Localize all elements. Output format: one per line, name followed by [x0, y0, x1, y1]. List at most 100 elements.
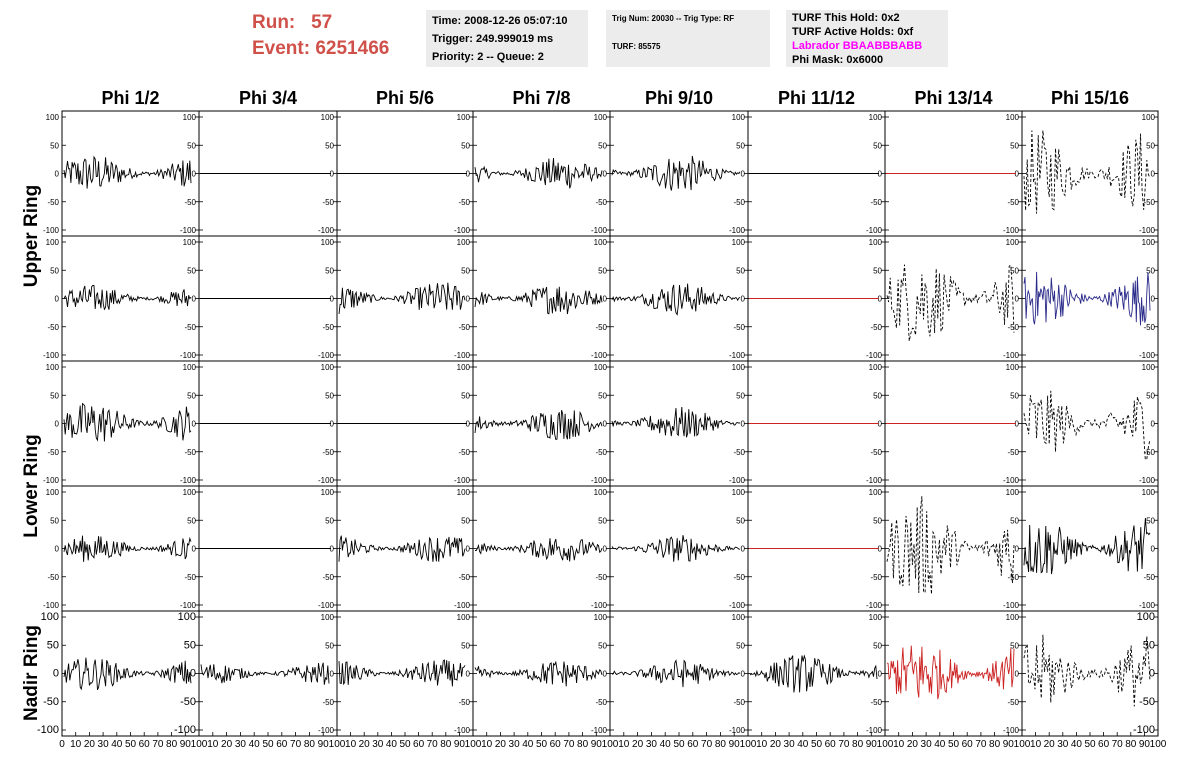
y-tick-label: 50 — [1146, 266, 1155, 275]
y-tick-label: 50 — [873, 141, 882, 150]
y-tick-label: 100 — [732, 613, 746, 622]
y-tick-label: 50 — [736, 391, 745, 400]
x-tick-label: 30 — [1057, 739, 1069, 750]
y-tick-label: 50 — [1143, 639, 1155, 651]
y-tick-label: -50 — [595, 573, 607, 582]
y-tick-label: 50 — [736, 141, 745, 150]
y-tick-label: 50 — [325, 391, 334, 400]
x-tick-label: 40 — [522, 739, 534, 750]
y-tick-label: 100 — [321, 613, 335, 622]
y-tick-label: 50 — [184, 639, 196, 651]
y-tick-label: -50 — [180, 696, 196, 708]
x-tick-label: 50 — [399, 739, 411, 750]
y-tick-label: 100 — [41, 611, 59, 623]
y-tick-label: -50 — [184, 448, 196, 457]
y-tick-label: -50 — [733, 323, 745, 332]
y-tick-label: 0 — [192, 545, 197, 554]
y-tick-label: 50 — [736, 266, 745, 275]
y-tick-label: 100 — [183, 238, 197, 247]
y-tick-label: 50 — [325, 641, 334, 650]
y-tick-label: -100 — [729, 226, 746, 235]
y-tick-label: 50 — [873, 391, 882, 400]
y-tick-label: 0 — [466, 295, 471, 304]
y-tick-label: -100 — [591, 351, 608, 360]
time-info-box: Time: 2008-12-26 05:07:10 Trigger: 249.9… — [426, 10, 588, 67]
y-tick-label: 50 — [187, 391, 196, 400]
waveform-trace — [1023, 634, 1151, 707]
y-tick-label: -50 — [1143, 323, 1155, 332]
y-tick-label: 0 — [55, 545, 60, 554]
y-tick-label: -50 — [322, 448, 334, 457]
x-tick-label: 70 — [152, 739, 164, 750]
y-tick-label: 50 — [325, 141, 334, 150]
y-tick-label: 0 — [741, 670, 746, 679]
y-tick-label: -100 — [1003, 476, 1020, 485]
x-tick-label: 80 — [166, 739, 178, 750]
y-tick-label: 100 — [46, 363, 60, 372]
x-tick-label: 60 — [413, 739, 425, 750]
row-group-label: Nadir Ring — [21, 625, 42, 721]
y-tick-label: 50 — [1010, 141, 1019, 150]
waveform-trace — [474, 286, 603, 315]
y-tick-label: 100 — [183, 488, 197, 497]
column-header: Phi 13/14 — [914, 88, 992, 108]
y-tick-label: -100 — [591, 226, 608, 235]
y-tick-label: 100 — [732, 238, 746, 247]
column-header: Phi 15/16 — [1051, 88, 1129, 108]
x-tick-label: 70 — [290, 739, 302, 750]
y-tick-label: -50 — [1007, 573, 1019, 582]
y-tick-label: 0 — [1151, 170, 1156, 179]
y-tick-label: -100 — [1133, 724, 1155, 736]
column-header: Phi 5/6 — [376, 88, 434, 108]
x-tick-label: 30 — [509, 739, 521, 750]
y-tick-label: 100 — [457, 363, 471, 372]
y-tick-label: -100 — [866, 351, 883, 360]
y-tick-label: 0 — [878, 545, 883, 554]
panel-frame — [61, 610, 200, 737]
x-tick-label: 20 — [907, 739, 919, 750]
y-tick-label: 100 — [46, 113, 60, 122]
waveform-trace — [1023, 390, 1151, 461]
x-tick-label: 30 — [235, 739, 247, 750]
x-tick-label: 20 — [221, 739, 233, 750]
y-tick-label: 50 — [325, 266, 334, 275]
y-tick-label: 50 — [461, 641, 470, 650]
event-label: Event: — [252, 38, 311, 59]
y-tick-label: 50 — [461, 516, 470, 525]
y-tick-label: 100 — [183, 113, 197, 122]
y-tick-label: 0 — [1151, 295, 1156, 304]
x-tick-label: 80 — [1125, 739, 1137, 750]
waveform-trace — [338, 282, 466, 314]
y-tick-label: 0 — [55, 170, 60, 179]
y-tick-label: 50 — [598, 266, 607, 275]
y-tick-label: -100 — [43, 351, 60, 360]
y-tick-label: 100 — [1137, 611, 1155, 623]
y-tick-label: -100 — [1003, 226, 1020, 235]
turf-info-box: TURF This Hold: 0x2 TURF Active Holds: 0… — [786, 10, 948, 67]
run-value: 57 — [311, 12, 333, 33]
y-tick-label: -100 — [318, 601, 335, 610]
x-tick-label: 10 — [1030, 739, 1042, 750]
y-tick-label: 0 — [330, 545, 335, 554]
x-tick-label: 60 — [139, 739, 151, 750]
waveform-trace — [63, 535, 192, 562]
y-tick-label: -50 — [870, 198, 882, 207]
waveform-trace — [1023, 517, 1151, 575]
x-tick-label: 50 — [948, 739, 960, 750]
x-tick-label: 10 — [756, 739, 768, 750]
waveform-trace — [886, 645, 1015, 700]
y-tick-label: 100 — [1006, 488, 1020, 497]
y-tick-label: 0 — [330, 170, 335, 179]
y-tick-label: -50 — [870, 698, 882, 707]
x-tick-label: 40 — [660, 739, 672, 750]
y-tick-label: 50 — [873, 516, 882, 525]
y-tick-label: -50 — [47, 323, 59, 332]
time-line: Time: 2008-12-26 05:07:10 — [432, 15, 568, 27]
y-tick-label: 0 — [466, 420, 471, 429]
y-tick-label: 50 — [50, 141, 59, 150]
y-tick-label: 50 — [461, 391, 470, 400]
panel-frame — [472, 235, 611, 362]
row-group-label: Upper Ring — [21, 185, 42, 287]
y-tick-label: 100 — [732, 363, 746, 372]
y-tick-label: 0 — [330, 670, 335, 679]
